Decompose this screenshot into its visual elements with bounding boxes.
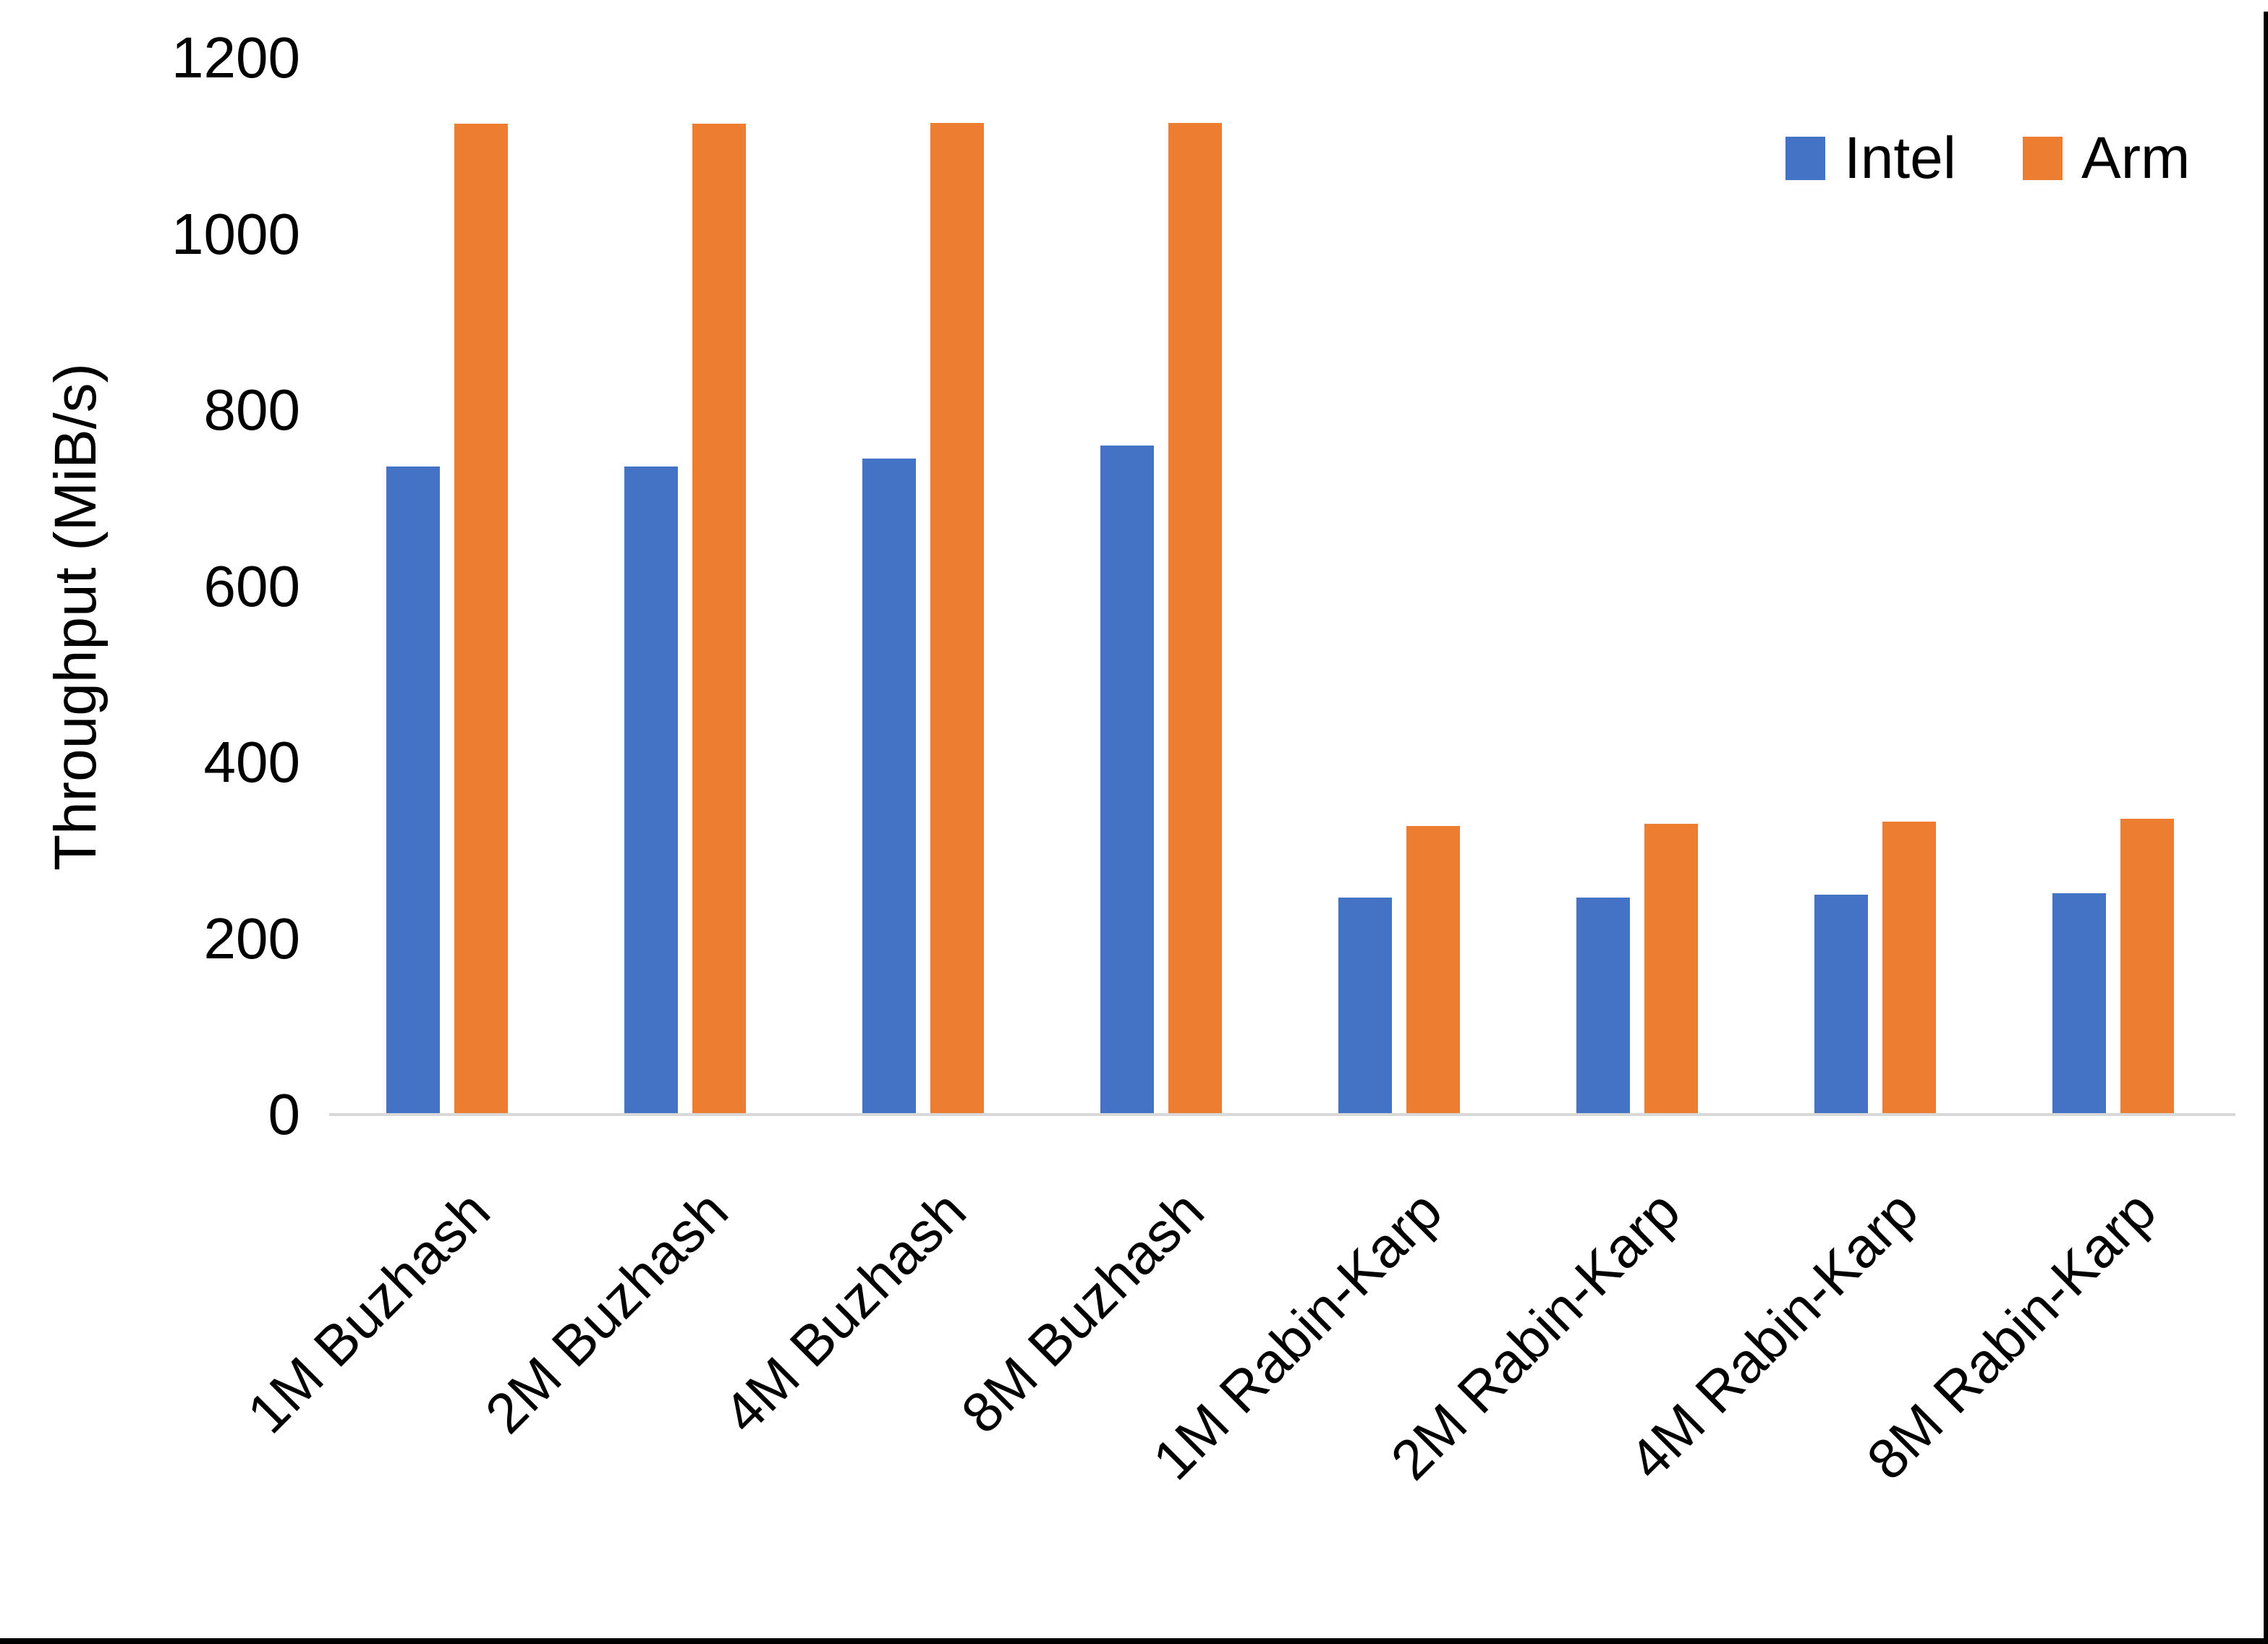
legend-swatch-intel — [1785, 137, 1825, 180]
bar-arm-1m-buzhash — [454, 124, 508, 1115]
y-tick-label-0: 0 — [268, 1082, 301, 1146]
y-tick-label-200: 200 — [203, 906, 300, 971]
bar-arm-8m-buzhash — [1168, 123, 1222, 1115]
bar-intel-8m-rabin-karp — [2052, 893, 2106, 1115]
y-tick-label-1200: 1200 — [171, 25, 300, 90]
bar-intel-2m-buzhash — [624, 466, 678, 1115]
screenshot-bottom-border — [0, 1638, 2268, 1644]
bar-intel-4m-buzhash — [862, 458, 916, 1115]
legend-item-intel: Intel — [1785, 129, 1956, 188]
bar-intel-4m-rabin-karp — [1814, 894, 1868, 1115]
bar-arm-2m-buzhash — [692, 124, 746, 1115]
legend: Intel Arm — [1785, 129, 2190, 188]
screenshot-right-border — [2264, 12, 2268, 1644]
bar-arm-8m-rabin-karp — [2120, 818, 2174, 1115]
legend-swatch-arm — [2023, 137, 2063, 180]
x-axis-line — [329, 1113, 2235, 1116]
y-tick-label-600: 600 — [203, 553, 300, 618]
legend-label-arm: Arm — [2081, 125, 2191, 191]
bar-intel-2m-rabin-karp — [1576, 898, 1630, 1115]
bar-intel-1m-buzhash — [386, 466, 440, 1115]
y-tick-label-1000: 1000 — [171, 201, 300, 266]
y-tick-label-800: 800 — [203, 378, 300, 442]
bar-arm-2m-rabin-karp — [1644, 824, 1698, 1115]
bar-intel-8m-buzhash — [1100, 445, 1154, 1115]
bar-arm-1m-rabin-karp — [1406, 825, 1460, 1115]
bar-arm-4m-buzhash — [930, 123, 984, 1115]
legend-item-arm: Arm — [2023, 129, 2190, 188]
bar-arm-4m-rabin-karp — [1882, 821, 1936, 1115]
legend-label-intel: Intel — [1844, 125, 1956, 191]
y-tick-label-400: 400 — [203, 730, 300, 794]
bar-intel-1m-rabin-karp — [1338, 898, 1392, 1115]
